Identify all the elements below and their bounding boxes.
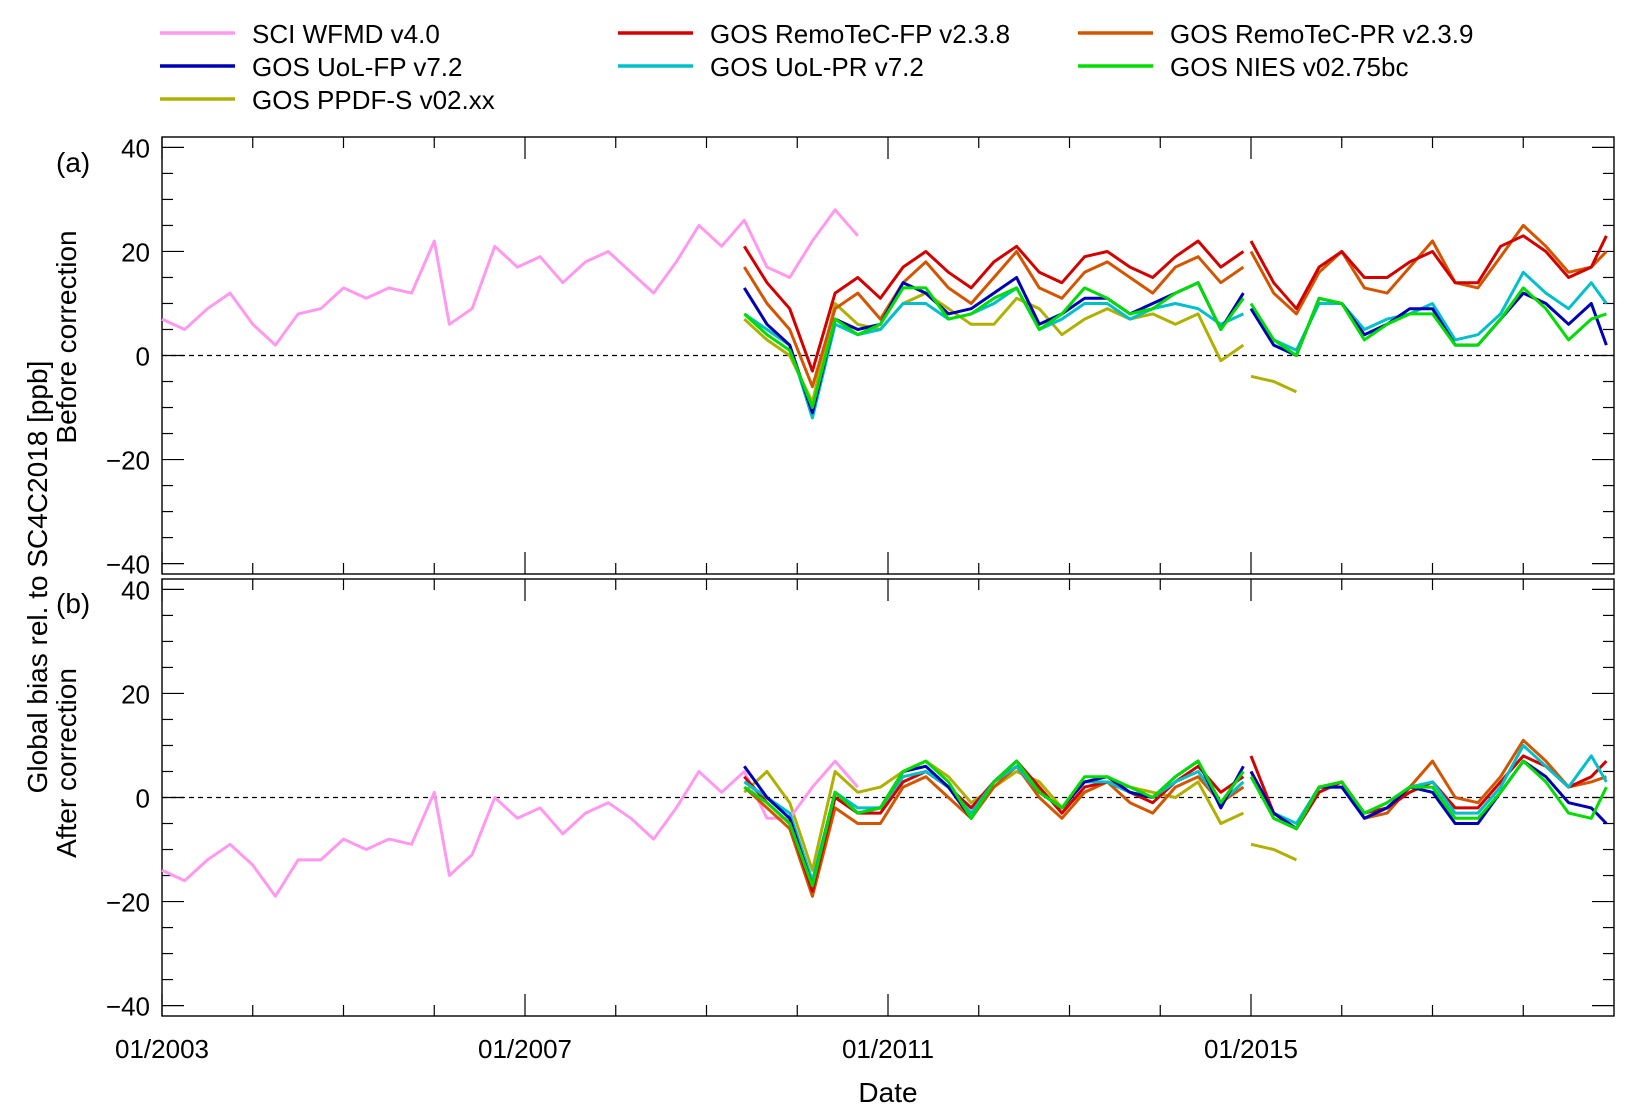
series-line-gos-nies-v02-75bc	[743, 281, 1607, 409]
panel-a-y-axis-title: Before correction	[51, 230, 82, 443]
x-tick-label: 01/2003	[115, 1034, 209, 1064]
legend-label-gos-uol-fp-v7-2: GOS UoL-FP v7.2	[252, 52, 463, 82]
x-axis-tick-labels: 01/2003 01/2007 01/2011 01/2015	[115, 1034, 1298, 1064]
legend-label-gos-ppdf-s-v02-xx: GOS PPDF-S v02.xx	[252, 85, 495, 115]
series-line-gos-ppdf-s-v02-xx	[743, 759, 1298, 872]
y-tick-label: 40	[121, 575, 150, 605]
legend: SCI WFMD v4.0 GOS RemoTeC-FP v2.3.8 GOS Re…	[160, 19, 1473, 115]
legend-label-gos-uol-pr-v7-2: GOS UoL-PR v7.2	[710, 52, 924, 82]
legend-label-gos-remotec-pr-v2-3-9: GOS RemoTeC-PR v2.3.9	[1170, 19, 1473, 49]
y-tick-label: 40	[121, 133, 150, 163]
y-tick-label: −40	[106, 550, 150, 580]
x-axis-title: Date	[858, 1077, 917, 1108]
y-tick-label: −20	[106, 446, 150, 476]
panel-b-after-correction: (b) −40 −20 0 20 40	[56, 575, 1615, 1022]
panel-b-y-axis-title: After correction	[51, 668, 82, 858]
y-tick-label: 20	[121, 679, 150, 709]
legend-label-gos-remotec-fp-v2-3-8: GOS RemoTeC-FP v2.3.8	[710, 19, 1010, 49]
y-tick-label: 0	[136, 784, 150, 814]
panel-a-before-correction: (a) −40 −20 0 20 40	[56, 133, 1615, 580]
y-tick-label: −40	[106, 992, 150, 1022]
series-line-sci-wfmd-v4-0	[161, 759, 859, 898]
series-line-gos-nies-v02-75bc	[743, 759, 1608, 888]
legend-label-sci-wfmd-v4-0: SCI WFMD v4.0	[252, 19, 440, 49]
x-tick-label: 01/2015	[1204, 1034, 1298, 1064]
series-line-sci-wfmd-v4-0	[161, 208, 859, 347]
series-line-gos-remotec-pr-v2-3-9	[743, 223, 1608, 389]
x-tick-label: 01/2007	[478, 1034, 572, 1064]
y-tick-label: −20	[106, 888, 150, 918]
y-axis-title-main: Global bias rel. to SC4C2018 [ppb]	[22, 361, 53, 794]
panel-b-label: (b)	[56, 588, 90, 619]
legend-label-gos-nies-v02-75bc: GOS NIES v02.75bc	[1170, 52, 1408, 82]
panel-a-label: (a)	[56, 147, 90, 178]
y-tick-label: 20	[121, 237, 150, 267]
x-tick-label: 01/2011	[842, 1034, 934, 1064]
y-tick-label: 0	[136, 342, 150, 372]
series-line-gos-remotec-fp-v2-3-8	[743, 234, 1608, 373]
